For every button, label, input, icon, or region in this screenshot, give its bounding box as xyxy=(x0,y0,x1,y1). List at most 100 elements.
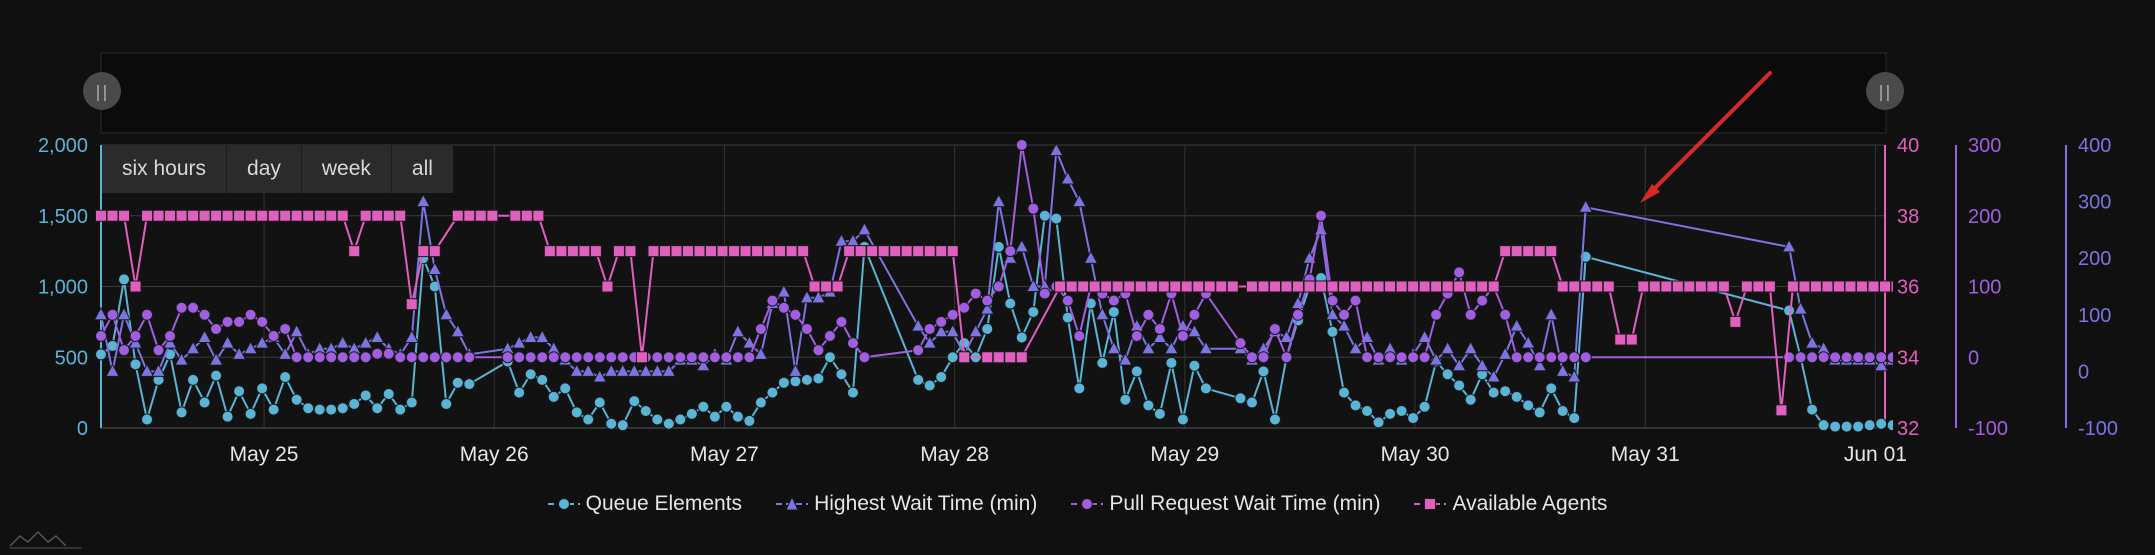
data-point[interactable] xyxy=(720,400,733,413)
data-point[interactable] xyxy=(730,323,746,338)
navigator-area[interactable] xyxy=(100,52,1887,134)
data-point[interactable] xyxy=(900,245,913,258)
data-point[interactable] xyxy=(1840,420,1853,433)
data-point[interactable] xyxy=(524,368,537,381)
data-point[interactable] xyxy=(1038,287,1051,300)
data-point[interactable] xyxy=(958,301,971,314)
data-point[interactable] xyxy=(1671,280,1684,293)
data-point[interactable] xyxy=(1361,405,1374,418)
data-point[interactable] xyxy=(1476,294,1489,307)
data-point[interactable] xyxy=(1648,280,1661,293)
data-point[interactable] xyxy=(1164,340,1179,355)
data-point[interactable] xyxy=(415,193,431,208)
data-point[interactable] xyxy=(1556,351,1569,364)
data-point[interactable] xyxy=(1614,333,1627,346)
data-point[interactable] xyxy=(428,351,441,364)
data-point[interactable] xyxy=(474,209,487,222)
data-point[interactable] xyxy=(570,351,583,364)
data-point[interactable] xyxy=(1134,280,1147,293)
data-point[interactable] xyxy=(289,323,305,338)
data-point[interactable] xyxy=(233,385,246,398)
data-point[interactable] xyxy=(371,209,384,222)
data-point[interactable] xyxy=(359,351,372,364)
data-point[interactable] xyxy=(592,369,608,383)
data-point[interactable] xyxy=(1180,280,1193,293)
data-point[interactable] xyxy=(1430,280,1443,293)
data-point[interactable] xyxy=(1280,280,1293,293)
data-point[interactable] xyxy=(1441,368,1454,381)
data-point[interactable] xyxy=(440,397,453,410)
data-point[interactable] xyxy=(1499,385,1512,398)
data-point[interactable] xyxy=(313,351,326,364)
data-point[interactable] xyxy=(1499,308,1512,321)
data-point[interactable] xyxy=(1440,340,1455,355)
data-point[interactable] xyxy=(616,351,629,364)
data-point[interactable] xyxy=(1203,280,1216,293)
data-point[interactable] xyxy=(1660,280,1673,293)
data-point[interactable] xyxy=(256,315,269,328)
data-point[interactable] xyxy=(846,337,859,350)
data-point[interactable] xyxy=(1146,280,1159,293)
data-point[interactable] xyxy=(523,329,539,343)
data-point[interactable] xyxy=(969,287,982,300)
data-point[interactable] xyxy=(1395,351,1408,364)
data-point[interactable] xyxy=(1027,305,1040,318)
data-point[interactable] xyxy=(739,245,752,258)
data-point[interactable] xyxy=(187,373,200,386)
data-point[interactable] xyxy=(336,402,349,415)
data-point[interactable] xyxy=(1875,351,1888,364)
data-point[interactable] xyxy=(1509,318,1525,332)
data-point[interactable] xyxy=(1338,308,1351,321)
data-point[interactable] xyxy=(800,373,813,386)
data-point[interactable] xyxy=(1384,407,1397,420)
data-point[interactable] xyxy=(141,308,154,321)
data-point[interactable] xyxy=(1111,280,1124,293)
data-point[interactable] xyxy=(524,351,537,364)
data-point[interactable] xyxy=(1071,193,1087,208)
data-point[interactable] xyxy=(605,351,618,364)
data-point[interactable] xyxy=(1004,245,1017,258)
data-point[interactable] xyxy=(1073,382,1086,395)
navigator-handle-right[interactable]: || xyxy=(1866,72,1904,110)
data-point[interactable] xyxy=(1886,351,1898,364)
data-point[interactable] xyxy=(451,376,464,389)
data-point[interactable] xyxy=(670,245,683,258)
data-point[interactable] xyxy=(968,323,984,338)
data-point[interactable] xyxy=(1336,318,1352,332)
data-point[interactable] xyxy=(302,402,315,415)
data-point[interactable] xyxy=(1061,294,1074,307)
data-point[interactable] xyxy=(1532,357,1548,372)
legend-item-highest-wait-time[interactable]: Highest Wait Time (min) xyxy=(776,492,1037,516)
data-point[interactable] xyxy=(164,209,177,222)
data-point[interactable] xyxy=(371,402,384,415)
data-point[interactable] xyxy=(547,390,560,403)
data-point[interactable] xyxy=(1361,351,1374,364)
data-point[interactable] xyxy=(210,209,223,222)
data-point[interactable] xyxy=(175,209,188,222)
data-point[interactable] xyxy=(256,209,269,222)
data-point[interactable] xyxy=(705,245,718,258)
data-point[interactable] xyxy=(823,351,836,364)
data-point[interactable] xyxy=(175,301,188,314)
data-point[interactable] xyxy=(981,294,994,307)
data-point[interactable] xyxy=(1464,280,1477,293)
data-point[interactable] xyxy=(511,335,527,349)
data-point[interactable] xyxy=(1545,382,1558,395)
data-point[interactable] xyxy=(1215,280,1228,293)
data-point[interactable] xyxy=(811,289,826,304)
data-point[interactable] xyxy=(93,306,109,321)
data-point[interactable] xyxy=(1326,325,1339,338)
data-point[interactable] xyxy=(231,346,247,360)
data-point[interactable] xyxy=(1783,304,1796,317)
data-point[interactable] xyxy=(325,351,338,364)
data-point[interactable] xyxy=(1257,365,1270,378)
data-point[interactable] xyxy=(221,209,234,222)
data-point[interactable] xyxy=(450,323,466,338)
data-point[interactable] xyxy=(1096,356,1109,369)
data-point[interactable] xyxy=(624,245,637,258)
data-point[interactable] xyxy=(1384,280,1397,293)
data-point[interactable] xyxy=(923,379,936,392)
data-point[interactable] xyxy=(243,340,258,355)
data-point[interactable] xyxy=(405,396,418,409)
data-point[interactable] xyxy=(834,233,849,247)
